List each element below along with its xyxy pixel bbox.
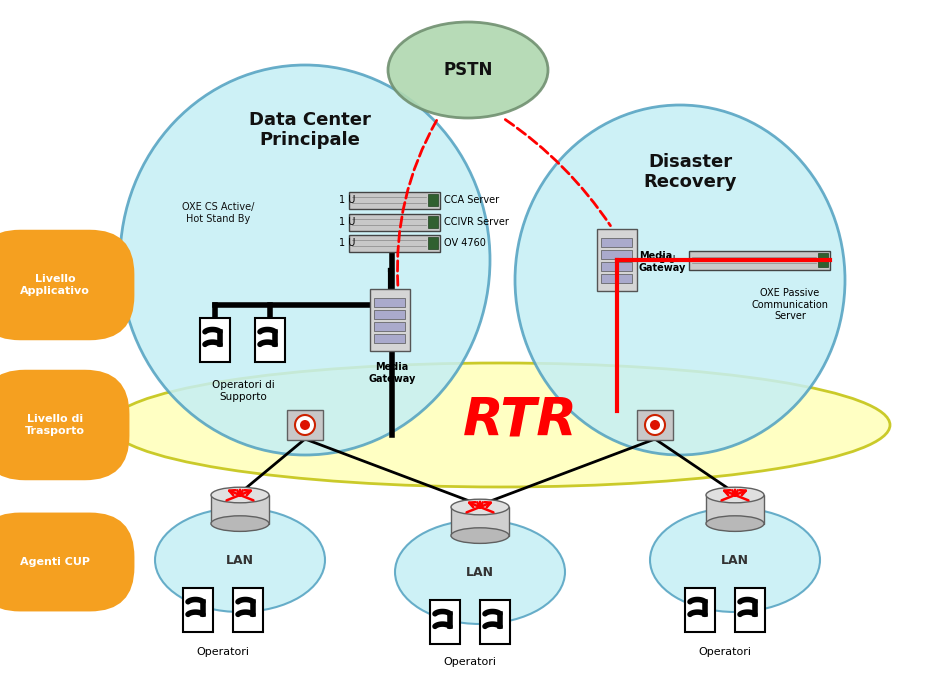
FancyBboxPatch shape <box>684 588 714 632</box>
FancyBboxPatch shape <box>374 297 405 306</box>
Circle shape <box>295 415 314 435</box>
FancyBboxPatch shape <box>428 216 437 228</box>
Ellipse shape <box>705 487 763 503</box>
Text: Operatori: Operatori <box>443 657 496 667</box>
Text: Operatori di
Supporto: Operatori di Supporto <box>212 380 274 402</box>
FancyBboxPatch shape <box>370 289 410 351</box>
FancyBboxPatch shape <box>817 253 827 267</box>
FancyBboxPatch shape <box>705 495 763 524</box>
Ellipse shape <box>388 22 548 118</box>
Ellipse shape <box>395 520 564 624</box>
FancyBboxPatch shape <box>596 229 636 291</box>
Ellipse shape <box>450 499 508 515</box>
Ellipse shape <box>515 105 844 455</box>
Text: OXE CS Active/
Hot Stand By: OXE CS Active/ Hot Stand By <box>182 202 254 224</box>
Text: OV 4760: OV 4760 <box>444 238 486 248</box>
Ellipse shape <box>120 65 490 455</box>
Text: CCIVR Server: CCIVR Server <box>444 217 508 227</box>
Text: PSTN: PSTN <box>443 61 492 79</box>
FancyBboxPatch shape <box>199 318 229 362</box>
Text: 1 U: 1 U <box>338 217 355 227</box>
FancyBboxPatch shape <box>211 495 269 524</box>
Text: LAN: LAN <box>720 553 748 566</box>
FancyBboxPatch shape <box>374 322 405 331</box>
FancyBboxPatch shape <box>349 192 440 208</box>
Ellipse shape <box>110 363 889 487</box>
Text: CCA Server: CCA Server <box>444 195 499 205</box>
FancyBboxPatch shape <box>430 600 460 644</box>
FancyBboxPatch shape <box>601 273 632 282</box>
Text: Livello
Applicativo: Livello Applicativo <box>20 274 90 296</box>
Ellipse shape <box>154 508 325 612</box>
Text: 1 U: 1 U <box>658 255 674 265</box>
FancyBboxPatch shape <box>233 588 263 632</box>
Text: Data Center
Principale: Data Center Principale <box>249 110 371 150</box>
Text: Operatori: Operatori <box>697 647 751 657</box>
Ellipse shape <box>450 528 508 544</box>
FancyBboxPatch shape <box>601 250 632 259</box>
FancyBboxPatch shape <box>428 194 437 206</box>
FancyBboxPatch shape <box>349 235 440 251</box>
FancyBboxPatch shape <box>286 410 323 440</box>
Circle shape <box>300 420 310 430</box>
Ellipse shape <box>211 516 269 531</box>
Text: 1 U: 1 U <box>338 238 355 248</box>
Text: 1 U: 1 U <box>338 195 355 205</box>
FancyBboxPatch shape <box>601 262 632 270</box>
FancyBboxPatch shape <box>374 310 405 319</box>
Text: Disaster
Recovery: Disaster Recovery <box>642 152 736 191</box>
Ellipse shape <box>211 487 269 503</box>
FancyBboxPatch shape <box>734 588 764 632</box>
Circle shape <box>650 420 659 430</box>
FancyBboxPatch shape <box>479 600 509 644</box>
FancyBboxPatch shape <box>636 410 672 440</box>
Ellipse shape <box>650 508 819 612</box>
FancyBboxPatch shape <box>255 318 285 362</box>
Text: LAN: LAN <box>465 566 493 578</box>
Circle shape <box>644 415 665 435</box>
Text: RTR: RTR <box>462 395 577 447</box>
FancyBboxPatch shape <box>428 237 437 249</box>
FancyBboxPatch shape <box>450 507 508 535</box>
Text: LAN: LAN <box>226 553 254 566</box>
Text: Operatori: Operatori <box>197 647 249 657</box>
FancyBboxPatch shape <box>349 213 440 230</box>
Text: Media
Gateway: Media Gateway <box>638 251 686 273</box>
Text: Media
Gateway: Media Gateway <box>368 362 416 384</box>
FancyBboxPatch shape <box>601 237 632 246</box>
Text: OXE Passive
Communication
Server: OXE Passive Communication Server <box>751 288 827 322</box>
Text: Livello di
Trasporto: Livello di Trasporto <box>25 414 85 436</box>
FancyBboxPatch shape <box>374 333 405 342</box>
FancyBboxPatch shape <box>183 588 212 632</box>
FancyBboxPatch shape <box>689 250 829 270</box>
Text: Agenti CUP: Agenti CUP <box>20 557 90 567</box>
Ellipse shape <box>705 516 763 531</box>
